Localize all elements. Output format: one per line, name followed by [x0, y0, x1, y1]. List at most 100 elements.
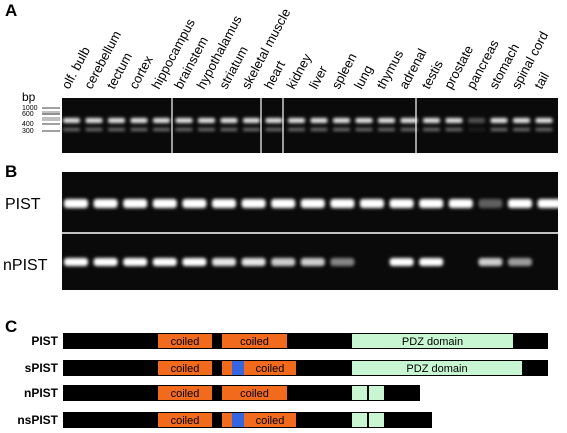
band: [63, 128, 80, 131]
band: [490, 128, 508, 131]
band: [400, 118, 418, 123]
band: [378, 128, 395, 131]
coiled-domain: [158, 413, 212, 427]
band: [123, 199, 148, 208]
coiled-domain: [158, 361, 212, 375]
band: [152, 258, 177, 266]
band: [423, 118, 440, 123]
band: [265, 128, 283, 131]
size-marker: 300: [22, 128, 34, 135]
band: [468, 118, 485, 123]
coiled-domain: [222, 386, 287, 400]
band: [360, 199, 384, 208]
band: [535, 128, 553, 131]
domain-label: coiled: [171, 388, 200, 400]
insert: [232, 413, 244, 427]
band: [333, 118, 350, 123]
band: [198, 118, 215, 123]
band: [123, 258, 148, 266]
band: [400, 128, 418, 131]
band: [389, 258, 414, 266]
construct-name: nsPIST: [17, 413, 58, 427]
row-label: PIST: [5, 196, 41, 213]
band: [508, 199, 532, 208]
band: [153, 128, 170, 131]
pdz-domain: [352, 334, 513, 348]
coil-segment: [222, 413, 232, 427]
band: [243, 118, 260, 123]
band: [288, 128, 305, 131]
band: [85, 128, 103, 131]
band: [212, 258, 236, 266]
panel-label: B: [5, 162, 17, 181]
band: [241, 258, 266, 266]
band: [490, 118, 508, 123]
domain-label: coiled: [171, 415, 200, 427]
band: [93, 258, 118, 266]
construct-name: nPIST: [24, 386, 59, 400]
band: [445, 118, 463, 123]
size-unit: bp: [22, 90, 36, 104]
band: [508, 258, 532, 266]
pdz-fragment: [352, 386, 367, 400]
coiled-domain: [158, 386, 212, 400]
band: [330, 258, 355, 266]
constructs: PIST coiled coiled PDZ domain sPIST coiled coi…: [17, 333, 548, 428]
pdz-domain: [352, 361, 522, 375]
construct-name: sPIST: [25, 361, 59, 375]
band: [175, 128, 193, 131]
coiled-domain: [158, 334, 212, 348]
gel-b-bands: [64, 199, 562, 266]
band: [419, 199, 444, 208]
band: [182, 199, 207, 208]
band: [355, 128, 373, 131]
band: [265, 118, 283, 123]
coil-segment: [222, 361, 232, 375]
band: [300, 258, 325, 266]
domain-label: coiled: [240, 336, 269, 348]
domain-label: PDZ domain: [402, 336, 463, 348]
band: [355, 118, 373, 123]
band: [300, 199, 325, 208]
band: [93, 199, 118, 208]
size-marker: 1000: [22, 105, 38, 112]
band: [63, 118, 80, 123]
panel-label: A: [5, 1, 17, 20]
band: [243, 128, 260, 131]
band: [130, 118, 148, 123]
coiled-domain: [244, 361, 296, 375]
band: [220, 118, 238, 123]
size-marker: 400: [22, 121, 34, 128]
band: [419, 258, 444, 266]
pdz-fragment: [369, 413, 384, 427]
band: [423, 128, 440, 131]
band: [212, 199, 236, 208]
construct-name: PIST: [31, 334, 58, 348]
domain-label: coiled: [240, 388, 269, 400]
band: [330, 199, 355, 208]
band: [182, 258, 207, 266]
band: [333, 128, 350, 131]
band: [220, 128, 238, 131]
band: [85, 118, 103, 123]
band: [130, 128, 148, 131]
band: [310, 118, 328, 123]
band: [478, 258, 503, 266]
coiled-domain: [244, 413, 296, 427]
panel-label: C: [5, 317, 17, 336]
band: [445, 128, 463, 131]
band: [271, 258, 296, 266]
band: [513, 118, 530, 123]
domain-label: coiled: [171, 336, 200, 348]
band: [310, 128, 328, 131]
band: [153, 118, 170, 123]
pdz-fragment: [369, 386, 384, 400]
band: [389, 199, 414, 208]
band: [175, 118, 193, 123]
band: [378, 118, 395, 123]
gel-a: [62, 98, 558, 153]
domain-label: coiled: [256, 415, 285, 427]
insert: [232, 361, 244, 375]
